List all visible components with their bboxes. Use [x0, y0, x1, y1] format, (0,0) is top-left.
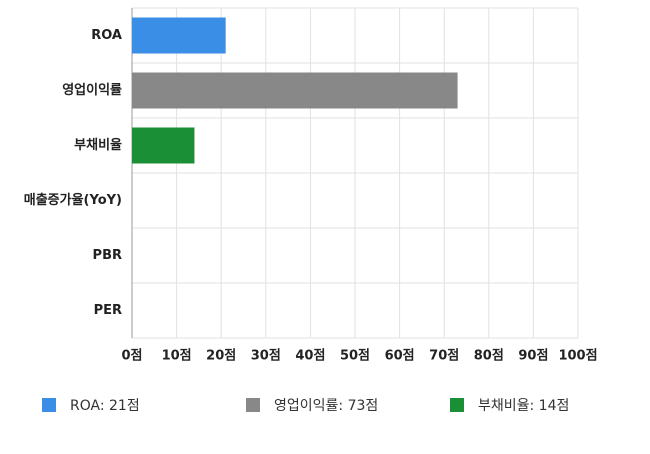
bar — [132, 17, 226, 54]
legend-swatch — [246, 398, 260, 412]
x-tick-label: 60점 — [385, 349, 415, 364]
x-tick-label: 20점 — [206, 349, 236, 364]
y-tick-label: ROA — [91, 28, 122, 43]
x-tick-label: 40점 — [295, 349, 325, 364]
legend-label: 부채비율: 14점 — [478, 398, 569, 414]
legend-swatch — [450, 398, 464, 412]
y-tick-label: 영업이익률 — [62, 82, 122, 98]
y-tick-label: 부채비율 — [74, 137, 122, 153]
y-tick-label: 매출증가율(YoY) — [24, 192, 122, 208]
y-tick-label: PER — [94, 303, 122, 318]
x-tick-label: 0점 — [121, 349, 142, 364]
legend-label: ROA: 21점 — [70, 398, 140, 414]
x-tick-label: 80점 — [474, 349, 504, 364]
x-tick-label: 90점 — [518, 349, 548, 364]
y-tick-label: PBR — [93, 248, 122, 263]
x-tick-label: 10점 — [162, 349, 192, 364]
bar — [132, 72, 458, 109]
legend-label: 영업이익률: 73점 — [274, 398, 378, 414]
bar — [132, 127, 195, 164]
x-tick-label: 70점 — [429, 349, 459, 364]
x-tick-label: 30점 — [251, 349, 281, 364]
legend-swatch — [42, 398, 56, 412]
x-tick-label: 50점 — [340, 349, 370, 364]
x-tick-label: 100점 — [558, 349, 597, 364]
